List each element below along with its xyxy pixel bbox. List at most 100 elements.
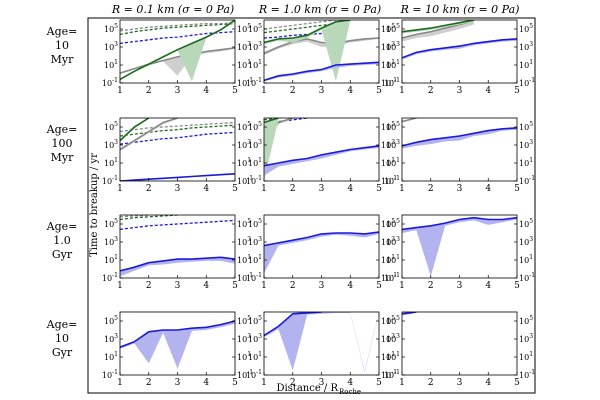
x-tick-label-r0-c1-2: 3	[319, 86, 325, 96]
series-green-solid-r0-c1-s4	[264, 20, 351, 44]
y-tick-label-right-r1-c2-2: 103	[519, 139, 533, 150]
series-green-solid-r0-c2-s1	[402, 20, 475, 33]
series-green-dashed-r0-c1-s1	[264, 22, 336, 34]
band-blue-r3-c1-s0	[264, 312, 379, 373]
row-label-3: Age= 10 Gyr	[46, 318, 78, 359]
x-tick-label-r0-c1-0: 1	[261, 86, 267, 96]
x-tick-label-r0-c0-3: 4	[203, 86, 209, 96]
series-gray-solid-r1-c0-s3	[120, 118, 178, 151]
x-tick-label-r0-c1-3: 4	[347, 86, 353, 96]
y-tick-label-right-r0-c1-2: 103	[381, 41, 395, 52]
y-tick-label-right-r2-c2-0: 10-1	[519, 272, 535, 283]
series-green-dashed-r2-c0-s1	[120, 215, 178, 221]
plot-area-r1-c2	[402, 118, 517, 149]
y-tick-label-left-r3-c2-1: 101	[386, 351, 400, 362]
x-tick-label-r1-c0-2: 3	[175, 184, 181, 194]
y-tick-label-right-r3-c0-0: 10-1	[237, 369, 253, 380]
x-tick-label-r3-c2-0: 1	[399, 378, 405, 388]
series-blue-solid-r1-c0-s5	[120, 173, 235, 181]
y-tick-label-right-r0-c1-0: 10-1	[381, 77, 397, 88]
y-tick-label-left-r2-c2-1: 101	[386, 254, 400, 265]
x-tick-label-r3-c1-4: 5	[376, 378, 382, 388]
y-tick-label-right-r2-c1-0: 10-1	[381, 272, 397, 283]
x-tick-label-r2-c2-3: 4	[485, 281, 491, 291]
y-tick-label-left-r2-c1-1: 101	[248, 254, 262, 265]
y-tick-label-left-r3-c0-3: 105	[104, 315, 118, 326]
x-tick-label-r3-c2-1: 2	[428, 378, 434, 388]
y-tick-label-right-r0-c0-0: 10-1	[237, 77, 253, 88]
y-tick-label-left-r0-c1-0: 10-1	[246, 77, 262, 88]
x-tick-label-r1-c0-0: 1	[117, 184, 123, 194]
x-tick-label-r0-c0-0: 1	[117, 86, 123, 96]
x-tick-label-r1-c2-1: 2	[428, 184, 434, 194]
series-green-solid-r1-c1-s3	[264, 118, 279, 124]
series-gray-dashed-r0-c1-s2	[264, 20, 336, 30]
y-tick-label-left-r0-c1-3: 105	[248, 23, 262, 34]
y-tick-label-left-r0-c0-2: 103	[104, 41, 118, 52]
y-tick-label-right-r1-c1-0: 10-1	[381, 175, 397, 186]
y-tick-label-right-r0-c0-3: 105	[237, 23, 251, 34]
panel-frame-r1-c0	[119, 117, 236, 182]
y-tick-label-left-r1-c1-2: 103	[248, 139, 262, 150]
series-gray-dashed-r0-c0-s2	[120, 22, 235, 32]
row-label-3-line2: 10	[55, 332, 69, 345]
series-green-solid-r0-c0-s4	[120, 20, 235, 81]
y-tick-label-left-r0-c0-0: 10-1	[102, 77, 118, 88]
y-tick-label-left-r2-c1-3: 105	[248, 218, 262, 229]
y-tick-label-left-r2-c0-2: 103	[104, 236, 118, 247]
x-tick-label-r0-c2-2: 3	[457, 86, 463, 96]
row-label-0: Age= 10 Myr	[46, 25, 78, 66]
y-tick-label-right-r3-c2-1: 101	[519, 351, 533, 362]
y-tick-label-right-r2-c2-1: 101	[519, 254, 533, 265]
x-tick-label-r3-c1-2: 3	[319, 378, 325, 388]
x-tick-label-r3-c0-0: 1	[117, 378, 123, 388]
col-title-1: R = 1.0 km (σ = 0 Pa)	[258, 3, 381, 16]
x-tick-label-r3-c1-1: 2	[290, 378, 296, 388]
y-tick-label-right-r1-c2-0: 10-1	[519, 175, 535, 186]
panel-frame-r2-c2	[401, 214, 518, 279]
y-tick-label-right-r2-c0-3: 105	[237, 218, 251, 229]
band-blue-r0-c2-s2	[402, 38, 517, 60]
x-tick-label-r2-c2-2: 3	[457, 281, 463, 291]
y-tick-label-right-r2-c1-3: 105	[381, 218, 395, 229]
x-tick-label-r3-c0-4: 5	[232, 378, 238, 388]
panel-frame-r1-c2	[401, 117, 518, 182]
band-blue-r3-c0-s0	[120, 321, 235, 369]
plot-area-r0-c2	[402, 20, 517, 60]
plot-area-r0-c0	[120, 20, 235, 82]
y-tick-label-right-r0-c0-1: 101	[237, 59, 251, 70]
y-tick-label-right-r3-c0-2: 103	[237, 333, 251, 344]
series-green-solid-r1-c0-s4	[120, 118, 150, 142]
y-tick-label-left-r2-c1-2: 103	[248, 236, 262, 247]
row-label-0-line2: 10	[55, 39, 69, 52]
row-label-2: Age= 1.0 Gyr	[46, 220, 78, 261]
x-tick-label-r2-c0-4: 5	[232, 281, 238, 291]
y-tick-label-right-r3-c1-3: 105	[381, 315, 395, 326]
x-tick-label-r3-c2-2: 3	[457, 378, 463, 388]
y-tick-label-left-r1-c2-3: 105	[386, 121, 400, 132]
series-blue-solid-r2-c2-s0	[402, 216, 517, 231]
x-axis-label: Distance / R Roche	[276, 383, 361, 396]
y-tick-label-left-r1-c0-3: 105	[104, 121, 118, 132]
x-tick-label-r3-c2-4: 5	[514, 378, 520, 388]
y-tick-label-right-r0-c2-2: 103	[519, 41, 533, 52]
band-gray-r0-c0-s3	[120, 47, 235, 76]
row-label-3-line1: Age=	[46, 318, 78, 331]
x-tick-label-r0-c1-1: 2	[290, 86, 296, 96]
row-label-3-line3: Gyr	[52, 346, 73, 359]
plot-area-r1-c0	[120, 118, 235, 181]
x-tick-label-r1-c0-4: 5	[232, 184, 238, 194]
y-tick-label-right-r3-c1-1: 101	[381, 351, 395, 362]
y-tick-label-left-r2-c1-0: 10-1	[246, 272, 262, 283]
band-blue-r1-c2-s1	[402, 127, 517, 149]
x-tick-label-r0-c1-4: 5	[376, 86, 382, 96]
y-tick-label-left-r1-c2-2: 103	[386, 139, 400, 150]
x-tick-label-r2-c0-0: 1	[117, 281, 123, 291]
y-tick-label-left-r3-c0-0: 10-1	[102, 369, 118, 380]
x-tick-label-r1-c1-2: 3	[319, 184, 325, 194]
y-tick-label-right-r0-c1-3: 105	[381, 23, 395, 34]
x-tick-label-r3-c0-2: 3	[175, 378, 181, 388]
series-blue-solid-r1-c1-s4	[264, 145, 379, 167]
